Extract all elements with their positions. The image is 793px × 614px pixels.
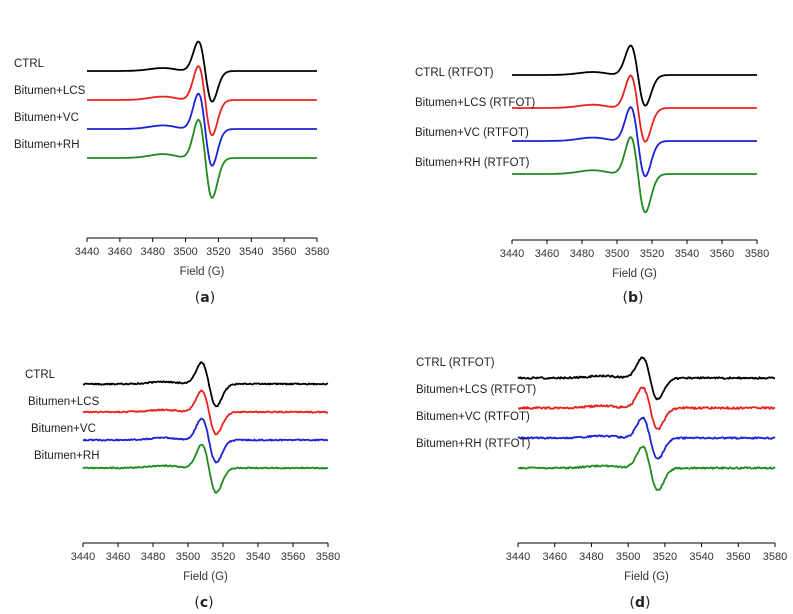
- series-line-vc: [86, 92, 318, 167]
- x-tick-label: 3560: [726, 551, 750, 563]
- x-tick-label: 3480: [141, 551, 165, 563]
- x-tick-label: 3460: [535, 248, 559, 260]
- x-tick-label: 3540: [689, 551, 713, 563]
- x-tick-label: 3440: [500, 248, 524, 260]
- x-axis-title: Field (G): [624, 571, 669, 583]
- series-label: Bitumen+VC: [31, 423, 96, 435]
- series-line-rh: [518, 445, 776, 491]
- x-tick-label: 3520: [206, 246, 230, 258]
- series-line-lcs: [82, 389, 328, 436]
- series-label: Bitumen+VC (RTFOT): [416, 411, 530, 423]
- series-label: Bitumen+LCS: [28, 396, 100, 408]
- series-line-vc: [512, 106, 757, 178]
- x-tick-label: 3480: [579, 551, 603, 563]
- x-tick-label: 3460: [542, 551, 566, 563]
- series-line-lcs: [86, 65, 318, 137]
- panel-a: 3440 3460 3480 3500 3520 3540 3560 3580 Field (G…: [14, 40, 329, 306]
- series-label: Bitumen+LCS (RTFOT): [416, 384, 536, 396]
- x-tick-label: 3460: [106, 551, 130, 563]
- series-label: Bitumen+VC: [14, 112, 79, 124]
- x-tick-label: 3500: [616, 551, 640, 563]
- x-tick-label: 3520: [640, 248, 664, 260]
- series-line-vc: [517, 416, 776, 460]
- panel-tag: (a): [195, 290, 215, 306]
- series-line-ctrl: [82, 361, 329, 408]
- x-tick-label: 3440: [75, 246, 99, 258]
- panel-d: 3440 3460 3480 3500 3520 3540 3560 3580 Field (G…: [416, 356, 787, 611]
- panel-c: 3440 3460 3480 3500 3520 3540 3560 3580 Field (G…: [25, 361, 340, 611]
- x-tick-label: 3500: [176, 551, 200, 563]
- series-label: Bitumen+RH: [14, 139, 80, 151]
- series-label: CTRL (RTFOT): [415, 67, 494, 79]
- series-label: Bitumen+RH (RTFOT): [415, 157, 530, 169]
- x-tick-label: 3560: [281, 551, 305, 563]
- series-label: Bitumen+LCS (RTFOT): [415, 97, 535, 109]
- panel-tag: (d): [630, 595, 651, 611]
- x-tick-label: 3540: [675, 248, 699, 260]
- series-line-rh: [82, 443, 329, 494]
- x-tick-label: 3560: [710, 248, 734, 260]
- panel-tag: (b): [623, 290, 644, 306]
- series-line-lcs: [518, 386, 776, 431]
- x-tick-label: 3460: [108, 246, 132, 258]
- x-axis-title: Field (G): [183, 571, 228, 583]
- series-line-lcs: [512, 74, 757, 143]
- series-label: Bitumen+VC (RTFOT): [415, 127, 529, 139]
- x-tick-label: 3440: [506, 551, 530, 563]
- x-tick-label: 3520: [653, 551, 677, 563]
- x-tick-label: 3480: [570, 248, 594, 260]
- panel-tag: (c): [194, 595, 213, 611]
- series-line-vc: [82, 417, 329, 464]
- series-label: Bitumen+RH (RTFOT): [416, 438, 531, 450]
- series-line-ctrl: [86, 40, 318, 103]
- x-tick-label: 3500: [173, 246, 197, 258]
- x-tick-label: 3520: [211, 551, 235, 563]
- x-tick-label: 3580: [745, 248, 769, 260]
- x-tick-label: 3540: [239, 246, 263, 258]
- x-tick-label: 3580: [305, 246, 329, 258]
- series-label: CTRL: [25, 369, 56, 381]
- x-axis-title: Field (G): [180, 266, 225, 278]
- x-tick-label: 3480: [140, 246, 164, 258]
- series-line-ctrl: [517, 356, 776, 401]
- series-line-ctrl: [512, 44, 757, 107]
- series-label: Bitumen+RH: [34, 450, 100, 462]
- series-label: Bitumen+LCS: [14, 85, 86, 97]
- x-tick-label: 3500: [605, 248, 629, 260]
- x-axis-title: Field (G): [612, 268, 657, 280]
- series-label: CTRL: [14, 58, 45, 70]
- x-tick-label: 3560: [272, 246, 296, 258]
- series-line-rh: [86, 118, 318, 199]
- x-tick-label: 3580: [316, 551, 340, 563]
- x-tick-label: 3440: [71, 551, 95, 563]
- x-tick-label: 3540: [246, 551, 270, 563]
- panel-b: 3440 3460 3480 3500 3520 3540 3560 3580 Field (G…: [415, 44, 769, 306]
- series-line-rh: [512, 136, 757, 214]
- x-tick-label: 3580: [763, 551, 787, 563]
- series-label: CTRL (RTFOT): [416, 357, 495, 369]
